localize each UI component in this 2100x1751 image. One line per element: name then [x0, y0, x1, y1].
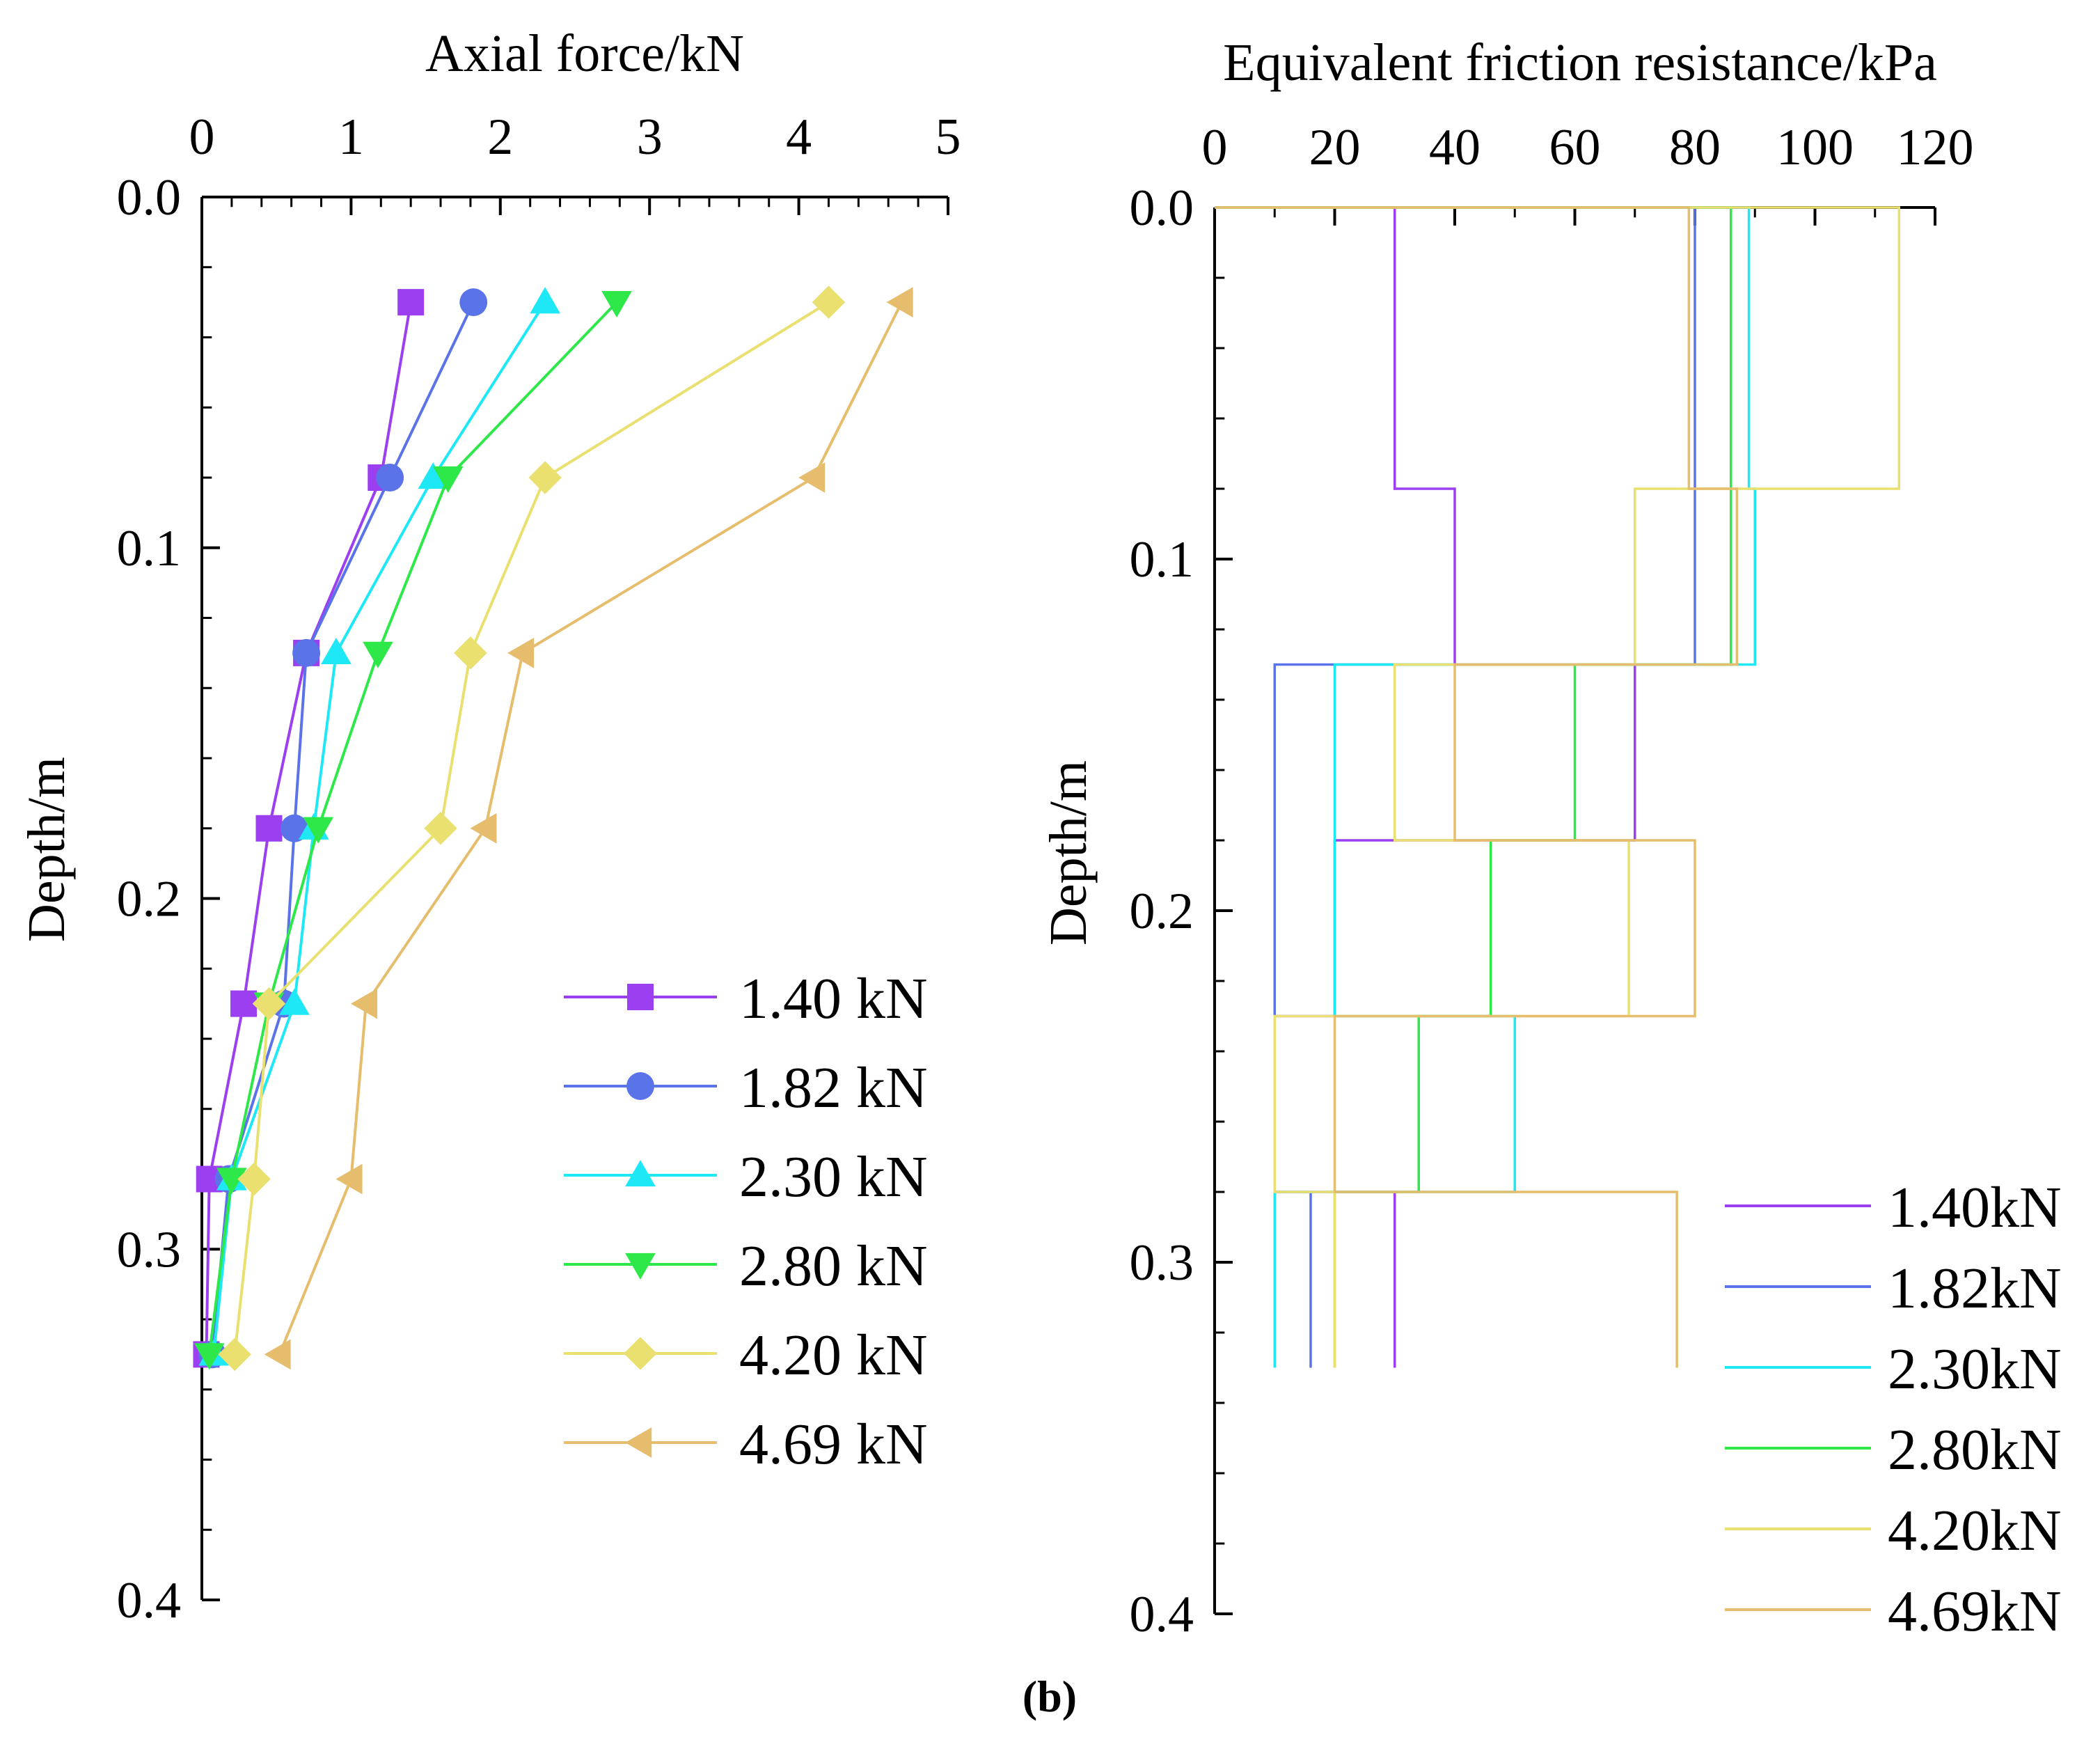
- friction-x-tick-label: 0: [1202, 119, 1228, 176]
- friction-y-tick-label: 0.0: [1130, 180, 1194, 237]
- friction-resistance-chart: Equivalent friction resistance/kPa Depth…: [1039, 33, 2062, 1644]
- data-point-marker: [812, 285, 846, 319]
- step-line-1-40kn: [1215, 206, 1636, 1368]
- friction-x-tick-label: 60: [1549, 119, 1601, 176]
- series-2-80kn: [1215, 206, 1732, 1368]
- series-4-20kn: [1215, 206, 1900, 1368]
- friction-y-tick-label: 0.4: [1130, 1586, 1194, 1643]
- data-point-marker: [218, 1337, 251, 1372]
- data-point-marker: [454, 636, 487, 670]
- friction-x-tick-label: 40: [1429, 119, 1481, 176]
- step-line-2-80kn: [1215, 206, 1732, 1368]
- legend-label-1-82kn: 1.82kN: [1888, 1256, 2062, 1321]
- data-point-marker: [363, 641, 393, 668]
- data-point-marker: [279, 988, 310, 1015]
- series-4-69-kn: [264, 287, 913, 1370]
- data-point-marker: [424, 812, 457, 845]
- data-point-marker: [216, 1168, 247, 1195]
- axial-x-tick-label: 4: [786, 109, 812, 166]
- axial-x-tick-label: 3: [637, 109, 663, 166]
- legend-marker-4-69-kn: [625, 1427, 652, 1458]
- step-line-4-69kn: [1215, 206, 1739, 1368]
- legend-marker-4-20-kn: [624, 1337, 657, 1370]
- data-point-marker: [194, 1343, 225, 1370]
- axial-y-tick-label: 0.1: [117, 520, 182, 577]
- data-point-marker: [252, 987, 286, 1021]
- legend-label-4-20-kn: 4.20 kN: [739, 1323, 928, 1388]
- friction-y-tick-label: 0.2: [1130, 883, 1194, 940]
- legend-label-1-40-kn: 1.40 kN: [739, 966, 928, 1031]
- axial-y-tick-label: 0.3: [117, 1221, 182, 1278]
- data-point-marker: [528, 461, 562, 494]
- friction-x-tick-label: 20: [1309, 119, 1361, 176]
- friction-y-tick-label: 0.1: [1130, 531, 1194, 588]
- axial-force-chart: Axial force/kN Depth/m 0 1 2 3 4 5 0.0 0.1 0.2 0.…: [17, 24, 961, 1629]
- legend-label-1-82-kn: 1.82 kN: [739, 1055, 928, 1120]
- legend-label-4-69kn: 4.69kN: [1888, 1579, 2062, 1644]
- data-point-marker: [397, 289, 425, 316]
- data-point-marker: [255, 815, 283, 842]
- legend-label-4-20kn: 4.20kN: [1888, 1498, 2062, 1563]
- legend-label-2-30kn: 2.30kN: [1888, 1337, 2062, 1401]
- axial-x-tick-label: 5: [935, 109, 961, 166]
- data-point-marker: [798, 462, 826, 493]
- step-line-2-30kn: [1215, 206, 1756, 1368]
- data-point-marker: [303, 817, 334, 844]
- data-point-marker: [292, 638, 321, 667]
- legend-marker-1-82-kn: [626, 1072, 654, 1100]
- legend-marker-2-30-kn: [625, 1160, 656, 1187]
- axial-force-y-title: Depth/m: [17, 757, 76, 942]
- friction-x-title: Equivalent friction resistance/kPa: [1223, 33, 1937, 92]
- friction-x-tick-label: 80: [1669, 119, 1721, 176]
- friction-x-tick-label: 120: [1897, 119, 1974, 176]
- data-point-marker: [507, 638, 535, 668]
- axial-force-x-title: Axial force/kN: [425, 24, 744, 83]
- data-point-marker: [237, 1162, 271, 1196]
- axial-x-tick-label: 0: [189, 109, 215, 166]
- axial-y-tick-label: 0.2: [117, 871, 182, 928]
- friction-y-tick-label: 0.3: [1130, 1234, 1194, 1291]
- legend-label-2-80-kn: 2.80 kN: [739, 1234, 928, 1298]
- axial-y-tick-label: 0.0: [117, 169, 182, 226]
- data-point-marker: [376, 464, 404, 492]
- legend-marker-1-40-kn: [627, 984, 654, 1010]
- legend-label-4-69-kn: 4.69 kN: [739, 1412, 928, 1477]
- data-point-marker: [335, 1163, 363, 1195]
- data-point-marker: [601, 290, 632, 317]
- data-point-marker: [530, 287, 560, 314]
- legend-label-2-30-kn: 2.30 kN: [739, 1145, 928, 1209]
- legend-label-1-40kn: 1.40kN: [1888, 1175, 2062, 1240]
- data-point-marker: [459, 288, 488, 317]
- axial-y-tick-label: 0.4: [117, 1572, 182, 1629]
- data-point-marker: [264, 1339, 291, 1370]
- data-point-marker: [350, 988, 377, 1019]
- data-point-marker: [418, 462, 449, 489]
- friction-legend: 1.40kN 1.82kN 2.30kN 2.80kN 4.20kN 4.69kN: [1725, 1175, 2062, 1644]
- axial-x-tick-label: 2: [487, 109, 513, 166]
- data-point-marker: [321, 638, 352, 665]
- series-2-30-kn: [198, 287, 560, 1366]
- figure-caption: (b): [1023, 1672, 1077, 1721]
- series-4-69kn: [1215, 206, 1739, 1368]
- series-4-20-kn: [218, 285, 846, 1372]
- series-2-30kn: [1215, 206, 1756, 1368]
- axial-x-tick-label: 1: [338, 109, 364, 166]
- step-line-4-20kn: [1215, 206, 1900, 1368]
- friction-x-tick-label: 100: [1776, 119, 1854, 176]
- data-point-marker: [886, 287, 913, 317]
- friction-y-title: Depth/m: [1039, 760, 1098, 945]
- series-1-40kn: [1215, 206, 1636, 1368]
- legend-label-2-80kn: 2.80kN: [1888, 1418, 2062, 1482]
- axial-legend: 1.40 kN 1.82 kN 2.30 kN 2.80 kN 4.20 kN 4.69 …: [564, 966, 928, 1477]
- legend-marker-2-80-kn: [625, 1253, 656, 1280]
- data-point-marker: [230, 990, 258, 1017]
- data-point-marker: [432, 466, 464, 493]
- data-point-marker: [470, 812, 497, 844]
